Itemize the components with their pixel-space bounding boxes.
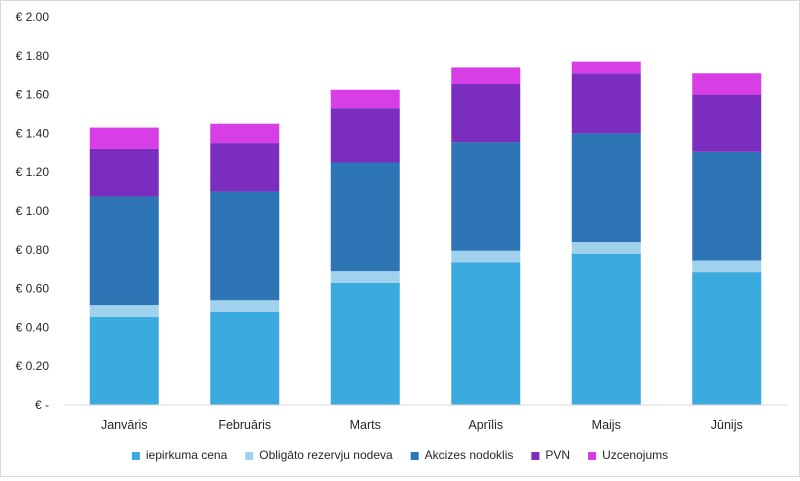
bar-segment [571,253,641,405]
x-category-label: Aprīlis [468,418,503,432]
legend-swatch [245,452,254,460]
x-axis: Janvāris Februāris Marts Aprīlis Maijs Jūnijs [101,418,743,432]
y-axis: € - € 0.20 € 0.40 € 0.60 € 0.80 € 1.00 € 1.20 €… [16,10,50,412]
y-tick-label: € - [35,398,49,412]
bar-segment [692,260,762,273]
legend-label: iepirkuma cena [146,448,228,462]
bar-segment [692,151,762,261]
bar-segment [89,305,159,317]
y-tick-label: € 2.00 [16,10,50,24]
x-category-label: Marts [350,418,381,432]
legend-item: Uzcenojums [588,448,668,462]
legend-item: Obligāto rezervju nodeva [245,448,393,462]
bars [89,61,762,405]
legend-swatch [588,452,597,460]
bar-segment [330,108,400,163]
legend-swatch [410,452,419,460]
y-tick-label: € 1.20 [16,165,50,179]
legend-item: Akcizes nodoklis [410,448,514,462]
legend-item: iepirkuma cena [131,448,228,462]
bar-segment [210,311,280,405]
bar-segment [692,94,762,152]
legend: iepirkuma cena Obligāto rezervju nodeva Ak… [131,448,668,462]
legend-swatch [531,452,540,460]
y-tick-label: € 1.80 [16,49,50,63]
y-tick-label: € 1.40 [16,126,50,140]
bar-segment [451,83,521,143]
bar-segment [210,300,280,312]
legend-item: PVN [531,448,570,462]
bar-segment [571,133,641,243]
bar-segment [89,148,159,197]
bar-segment [330,162,400,272]
legend-swatch [131,452,140,460]
bar-segment [210,123,280,144]
x-category-label: Februāris [218,418,271,432]
y-tick-label: € 0.60 [16,282,50,296]
bar-segment [451,250,521,263]
bar-segment [330,282,400,405]
legend-label: Obligāto rezervju nodeva [259,448,393,462]
bar-segment [210,191,280,301]
legend-label: Uzcenojums [602,448,668,462]
bar-segment [451,262,521,405]
bar-segment [571,61,641,74]
bar-segment [692,73,762,95]
y-tick-label: € 0.40 [16,320,50,334]
bar-segment [330,89,400,109]
y-tick-label: € 0.80 [16,243,50,257]
bar-segment [451,67,521,84]
bar-segment [89,127,159,149]
y-tick-label: € 1.00 [16,204,50,218]
x-category-label: Janvāris [101,418,148,432]
y-tick-label: € 1.60 [16,88,50,102]
bar-segment [692,272,762,405]
bar-segment [451,142,521,251]
bar-segment [571,242,641,254]
x-category-label: Maijs [592,418,621,432]
bar-segment [89,196,159,306]
legend-label: Akcizes nodoklis [425,448,514,462]
legend-label: PVN [545,448,570,462]
bar-segment [210,143,280,192]
x-category-label: Jūnijs [711,418,743,432]
y-tick-label: € 0.20 [16,359,50,373]
bar-segment [571,73,641,134]
bar-segment [89,316,159,405]
bar-segment [330,271,400,283]
